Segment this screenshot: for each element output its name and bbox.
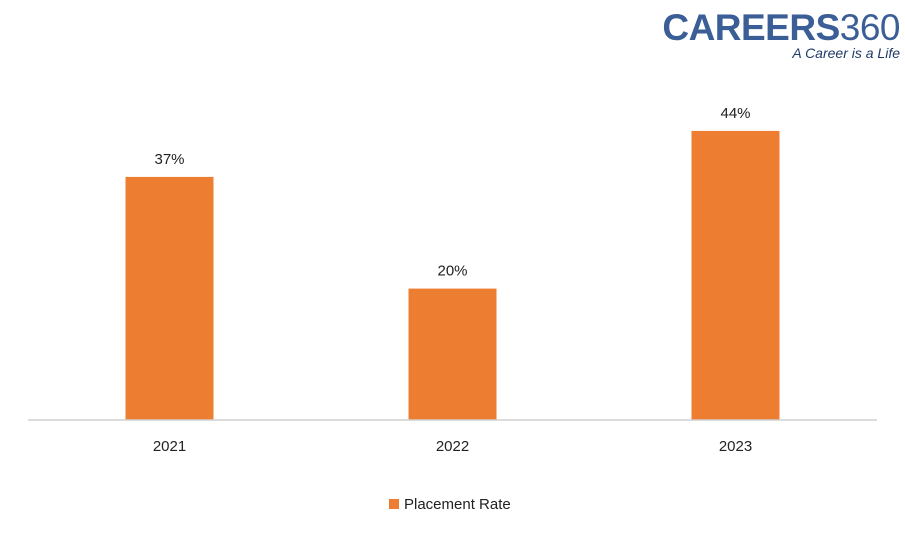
x-tick-labels-group: 2021 2022 2023 bbox=[153, 438, 752, 455]
legend-label: Placement Rate bbox=[404, 496, 511, 513]
legend-swatch bbox=[389, 499, 399, 509]
legend: Placement Rate bbox=[389, 496, 511, 513]
data-label-2023: 44% bbox=[720, 105, 750, 122]
bar-2021 bbox=[125, 176, 214, 420]
bar-2023 bbox=[691, 130, 780, 420]
logo-word: CAREERS bbox=[662, 7, 840, 48]
x-tick-label-2023: 2023 bbox=[719, 438, 752, 455]
x-tick-label-2022: 2022 bbox=[436, 438, 469, 455]
bar-2022 bbox=[408, 288, 497, 420]
logo-number: 360 bbox=[839, 7, 901, 48]
data-labels-group: 37% 20% 44% bbox=[154, 105, 750, 280]
bars-group bbox=[125, 130, 780, 420]
careers360-logo: CAREERS360 A Career is a Life bbox=[662, 8, 900, 62]
x-tick-label-2021: 2021 bbox=[153, 438, 186, 455]
data-label-2022: 20% bbox=[437, 263, 467, 280]
logo-wordmark: CAREERS360 bbox=[662, 8, 900, 48]
data-label-2021: 37% bbox=[154, 151, 184, 168]
logo-tagline: A Career is a Life bbox=[792, 45, 900, 61]
